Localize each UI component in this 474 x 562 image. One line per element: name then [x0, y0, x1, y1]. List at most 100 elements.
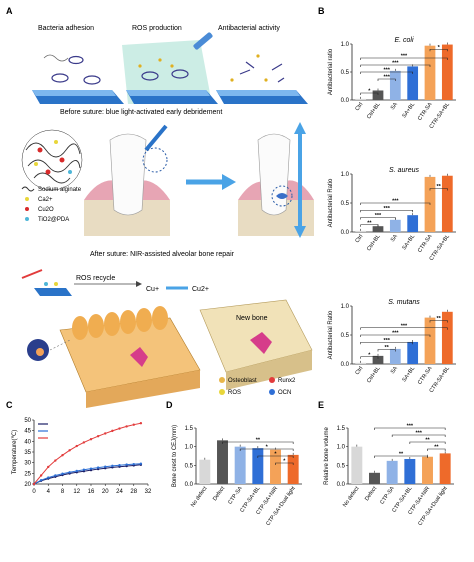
bar — [389, 70, 401, 100]
x-tick-label: CTP-SA — [379, 485, 396, 505]
data-point — [47, 465, 50, 469]
significance-bracket — [360, 71, 413, 74]
y-tick-label: 0.0 — [341, 230, 350, 236]
series-line — [33, 464, 141, 485]
y-axis-label: Antibacterial Ratio — [328, 310, 334, 359]
x-tick-label: SA — [390, 101, 399, 111]
bar — [217, 440, 228, 484]
y-axis-label: Antibacterial ratio — [328, 48, 334, 95]
y-tick-label: 1.0 — [341, 42, 350, 48]
chart-title: E. coli — [394, 37, 414, 44]
significance-label: ** — [425, 438, 430, 444]
nir-light-icon — [21, 269, 43, 279]
x-tick-label: CTP-SA — [227, 485, 244, 505]
bar — [372, 226, 384, 232]
y-tick-label: 0.5 — [185, 463, 194, 469]
data-point — [61, 472, 64, 475]
significance-label: ** — [437, 184, 442, 190]
tooth — [257, 133, 291, 216]
chart-title: S. aureus — [389, 167, 419, 174]
panel-a-label: A — [6, 6, 13, 16]
significance-label: * — [368, 89, 371, 95]
series-line — [33, 422, 141, 485]
x-tick-label: No defect — [342, 485, 361, 508]
significance-bracket — [391, 434, 446, 437]
data-point — [132, 462, 135, 466]
bar — [369, 472, 380, 484]
y-tick-label: 50 — [24, 418, 31, 424]
y-tick-label: 0.0 — [341, 362, 350, 368]
x-tick-label: 32 — [145, 489, 152, 495]
chart-c: 0 4 8 12 16 20 24 28 32 20 25 30 35 40 45 50 Temperature… — [12, 418, 152, 495]
x-tick-label: 16 — [88, 489, 95, 495]
y-tick-label: 0.5 — [341, 333, 350, 339]
legend-ocn: OCN — [278, 390, 291, 396]
significance-bracket — [275, 462, 294, 465]
series-line — [33, 463, 141, 485]
y-tick-label: 1.0 — [341, 172, 350, 178]
y-tick-label: 0.5 — [341, 201, 350, 207]
bar — [407, 66, 419, 100]
light-source-icon — [193, 32, 213, 50]
chart-d: 0.0 0.5 1.0 1.5 Bone crest to CEJ(mm) No defe… — [172, 425, 302, 527]
tio2-icon — [25, 217, 29, 221]
significance-bracket — [409, 441, 446, 444]
significance-bracket — [360, 209, 413, 213]
new-bone-label: New bone — [236, 315, 268, 322]
significance-bracket — [377, 349, 396, 352]
significance-label: *** — [415, 431, 422, 437]
syringe-icon — [144, 124, 168, 152]
sodium-alginate-icon — [21, 186, 35, 192]
significance-label: * — [274, 452, 277, 458]
x-tick-label: 24 — [116, 489, 123, 495]
y-tick-label: 1.5 — [185, 426, 194, 432]
data-point — [111, 464, 114, 468]
significance-bracket — [377, 78, 396, 81]
significance-label: *** — [392, 331, 399, 337]
x-tick-label: Ctrl — [354, 102, 364, 112]
x-tick-label: Ctrl — [354, 234, 364, 244]
significance-bracket — [429, 320, 448, 323]
data-point — [139, 422, 143, 425]
tooth-suture-illustration — [238, 122, 314, 238]
ca-icon — [25, 197, 29, 201]
x-tick-label: 0 — [32, 489, 36, 495]
bar — [404, 458, 416, 484]
significance-label: * — [368, 352, 371, 358]
significance-label: * — [283, 459, 286, 465]
x-tick-label: CTR-SA — [417, 233, 434, 253]
y-axis-label: Temperature(℃) — [12, 430, 18, 474]
significance-bracket — [429, 48, 448, 52]
significance-label: *** — [383, 206, 390, 212]
data-point — [104, 432, 107, 435]
hydrogel-network — [21, 129, 83, 191]
data-point — [82, 441, 86, 444]
data-point — [118, 464, 121, 467]
chart-e: 0.0 0.5 1.0 1.5 Relative bone volume No defec… — [324, 424, 454, 527]
cu2o-icon — [25, 207, 29, 211]
significance-label: *** — [383, 75, 390, 81]
significance-bracket — [222, 441, 294, 444]
y-axis-label: Relative bone volume — [324, 426, 330, 484]
data-point — [47, 476, 50, 479]
significance-bracket — [360, 341, 413, 345]
significance-label: ** — [256, 438, 261, 444]
osteoblast-legend-icon — [219, 377, 225, 383]
y-tick-label: 1.0 — [341, 304, 350, 310]
y-tick-label: 20 — [24, 482, 31, 488]
data-point — [89, 438, 93, 441]
bar — [355, 362, 367, 364]
y-tick-label: 1.0 — [337, 445, 346, 451]
significance-bracket — [360, 224, 379, 227]
osteoblast-illustration — [27, 306, 201, 408]
bar — [355, 230, 367, 232]
bacterium-icon — [141, 71, 159, 81]
y-tick-label: 0.0 — [337, 482, 346, 488]
significance-label: * — [438, 45, 441, 51]
bar — [441, 175, 453, 232]
bar — [234, 446, 246, 484]
y-tick-label: 25 — [24, 471, 31, 477]
panel-c-label: C — [6, 400, 13, 410]
after-suture-caption: After suture: NIR-assisted alveolar bone… — [90, 251, 235, 258]
